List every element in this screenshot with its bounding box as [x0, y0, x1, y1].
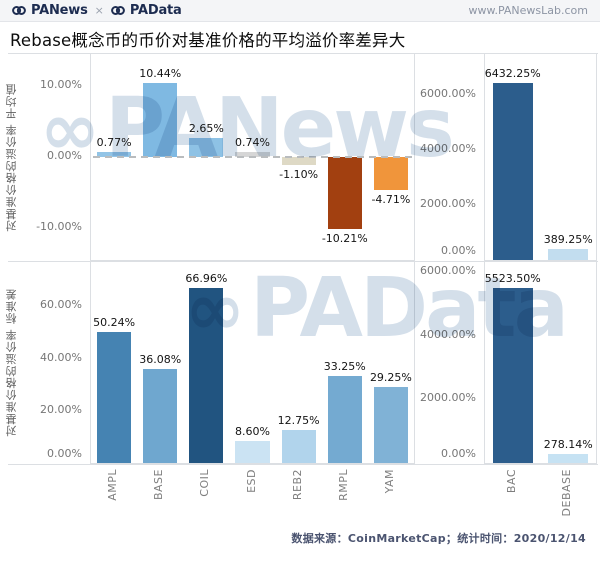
- bar-yam[interactable]: [373, 386, 408, 463]
- bar-value-label: 6432.25%: [484, 67, 541, 81]
- y-tick-label: -10.00%: [36, 219, 82, 233]
- y-axis-ticks-std-right: 6000.00% 4000.00% 2000.00% 0.00%: [414, 261, 480, 464]
- y-tick-label: 0.00%: [441, 447, 476, 460]
- x-axis-labels-right: BAC DEBASE: [484, 467, 597, 525]
- bar-rmpl[interactable]: [327, 157, 362, 230]
- panel-bottom-border: [8, 464, 598, 465]
- bar-value-label: -1.10%: [279, 167, 319, 181]
- y-axis-ticks-mean-left: 10.00% 0.00% -10.00%: [20, 53, 86, 261]
- bar-value-label: 8.60%: [235, 424, 270, 438]
- bar-ampl[interactable]: [96, 331, 132, 463]
- bar-value-label: 29.25%: [369, 370, 412, 384]
- bar-debase[interactable]: [548, 454, 589, 463]
- bar-rmpl[interactable]: [327, 376, 362, 463]
- bar-bac[interactable]: [492, 287, 533, 463]
- y-tick-label: 4000.00%: [420, 142, 476, 156]
- x-tick-label-rmpl: RMPL: [336, 469, 350, 501]
- bar-esd[interactable]: [235, 151, 270, 157]
- y-tick-label: 10.00%: [40, 78, 82, 92]
- x-axis-labels-left: AMPL BASE COIL ESD REB2 RMPL YAM: [90, 467, 415, 525]
- bar-bac[interactable]: [492, 83, 533, 260]
- bar-yam[interactable]: [373, 157, 408, 191]
- x-tick-label-bac: BAC: [504, 469, 518, 494]
- bar-ampl[interactable]: [96, 151, 132, 157]
- bar-value-label: 66.96%: [185, 272, 228, 286]
- y-axis-title-mean: 对基准价格的溢价率 平均值: [5, 82, 18, 232]
- y-axis-title-mean-wrap: 对基准价格的溢价率 平均值: [4, 53, 20, 261]
- bar-value-label: 33.25%: [323, 360, 366, 374]
- plot-mean-small-coins: 0.77% 10.44% 2.65% 0.74% -1.10% -10.21% -4.71%: [90, 53, 415, 261]
- y-tick-label: 4000.00%: [420, 327, 476, 341]
- y-tick-label: 0.00%: [441, 244, 476, 257]
- brand-lockup: PANews × PAData: [12, 3, 182, 18]
- x-tick-label-reb2: REB2: [290, 469, 304, 501]
- site-header: PANews × PAData www.PANewsLab.com: [0, 0, 600, 22]
- bar-value-label: 10.44%: [139, 67, 182, 81]
- bar-coil[interactable]: [189, 138, 224, 157]
- bar-value-label: -4.71%: [371, 193, 411, 207]
- bar-value-label: 12.75%: [277, 413, 320, 427]
- data-source-note: 数据来源：CoinMarketCap；统计时间：2020/12/14: [291, 532, 586, 545]
- bar-value-label: 2.65%: [188, 122, 224, 136]
- bar-value-label: 5523.50%: [484, 271, 541, 285]
- bar-reb2[interactable]: [281, 429, 316, 463]
- y-tick-label: 2000.00%: [420, 197, 476, 211]
- y-tick-label: 40.00%: [40, 350, 82, 364]
- bar-coil[interactable]: [189, 288, 224, 463]
- y-tick-label: 60.00%: [40, 298, 82, 312]
- plot-mean-large-coins: 6432.25% 389.25%: [484, 53, 597, 261]
- y-axis-title-std: 对基准价格的溢价率 标准差: [5, 288, 18, 437]
- x-tick-label-coil: COIL: [198, 469, 212, 497]
- y-tick-label: 20.00%: [40, 402, 82, 416]
- zero-baseline-dashed: [93, 156, 412, 158]
- bar-base[interactable]: [143, 83, 178, 157]
- x-tick-label-yam: YAM: [382, 469, 396, 494]
- bar-value-label: 278.14%: [543, 438, 593, 452]
- y-tick-label: 0.00%: [47, 149, 82, 162]
- bar-reb2[interactable]: [281, 157, 316, 165]
- plot-std-large-coins: 5523.50% 278.14%: [484, 261, 597, 464]
- bar-value-label: 389.25%: [543, 233, 593, 247]
- bar-value-label: 50.24%: [93, 315, 136, 329]
- bar-value-label: 36.08%: [139, 352, 182, 366]
- plot-std-small-coins: 50.24% 36.08% 66.96% 8.60% 12.75% 33.25% 29.25…: [90, 261, 415, 464]
- padata-wordmark: PAData: [129, 3, 182, 18]
- bar-value-label: 0.77%: [96, 135, 132, 149]
- x-tick-label-ampl: AMPL: [106, 469, 120, 501]
- y-tick-label: 2000.00%: [420, 391, 476, 405]
- y-axis-title-std-wrap: 对基准价格的溢价率 标准差: [4, 261, 20, 464]
- x-tick-label-base: BASE: [152, 469, 166, 501]
- site-url: www.PANewsLab.com: [468, 4, 589, 17]
- chart-title: Rebase概念币的币价对基准价格的平均溢价率差异大: [10, 31, 406, 50]
- bar-debase[interactable]: [548, 249, 589, 260]
- bar-esd[interactable]: [235, 440, 270, 463]
- bar-value-label: -10.21%: [321, 232, 368, 246]
- y-tick-label: 0.00%: [47, 447, 82, 460]
- y-axis-ticks-mean-right: 6000.00% 4000.00% 2000.00% 0.00%: [414, 53, 480, 261]
- y-axis-ticks-std-left: 60.00% 40.00% 20.00% 0.00%: [20, 261, 86, 464]
- panews-wordmark: PANews: [31, 3, 88, 18]
- bar-value-label: 0.74%: [235, 135, 270, 149]
- y-tick-label: 6000.00%: [420, 264, 476, 278]
- panews-logo-icon: [12, 5, 26, 16]
- bar-base[interactable]: [143, 368, 178, 463]
- x-tick-label-esd: ESD: [244, 469, 258, 493]
- brand-separator: ×: [94, 4, 104, 17]
- x-tick-label-debase: DEBASE: [560, 469, 574, 517]
- y-tick-label: 6000.00%: [420, 87, 476, 101]
- padata-logo-icon: [110, 5, 125, 16]
